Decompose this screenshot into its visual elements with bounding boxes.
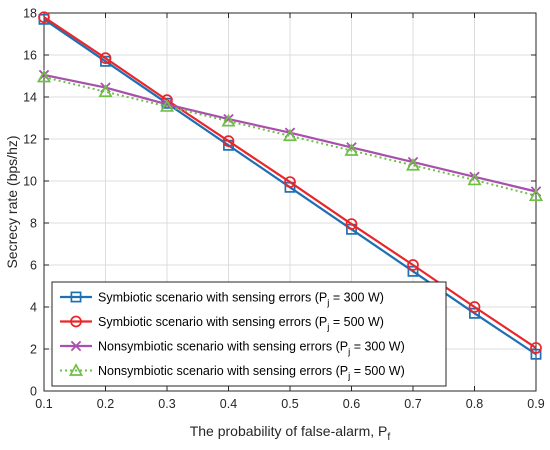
x-tick-label: 0.2 [97, 397, 114, 411]
series-2-marker [38, 11, 50, 24]
legend-marker [70, 291, 82, 303]
series-layer [36, 11, 544, 360]
series-2-marker [530, 342, 542, 354]
series-2-marker [99, 52, 112, 65]
legend-entry-2: Symbiotic scenario with sensing errors (… [60, 315, 384, 333]
legend-marker [68, 363, 84, 376]
series-2-line [43, 16, 537, 349]
y-tick-label: 10 [23, 175, 37, 189]
series-2-marker [222, 135, 235, 147]
series-4-marker [344, 143, 359, 156]
x-tick-label: 0.3 [158, 397, 175, 411]
y-axis-label: Secrecy rate (bps/hz) [4, 135, 20, 268]
series-4-marker [405, 157, 421, 171]
series-4-marker [282, 128, 298, 142]
x-axis-label: The probability of false-alarm, Pf [190, 423, 391, 443]
series-4-line [43, 76, 537, 197]
series-4-marker [467, 172, 482, 186]
series-1-marker [530, 348, 542, 360]
series-1-marker [469, 307, 480, 319]
axes [43, 12, 537, 392]
x-tick-label: 0.5 [281, 397, 298, 411]
legend-label: Symbiotic scenario with sensing errors (… [98, 315, 384, 333]
legend-entry-1: Symbiotic scenario with sensing errors (… [60, 291, 384, 309]
x-tick-label: 0.9 [527, 397, 544, 411]
legend-label: Nonsymbiotic scenario with sensing error… [98, 340, 405, 358]
x-tick-label: 0.8 [466, 397, 483, 411]
legend-box [51, 281, 447, 387]
series-4-marker [221, 113, 236, 127]
series-4 [36, 69, 544, 202]
series-2-marker [407, 259, 419, 271]
series-2-marker [284, 176, 296, 188]
series-4-marker [528, 188, 544, 202]
x-tick-label: 0.4 [220, 397, 237, 411]
legend-entry-4: Nonsymbiotic scenario with sensing error… [60, 363, 405, 382]
y-tick-label: 16 [23, 49, 37, 63]
x-tick-label: 0.7 [404, 397, 421, 411]
series-2-marker [468, 301, 481, 313]
series-4-marker [159, 99, 175, 112]
y-tick-label: 18 [23, 7, 37, 21]
y-tick-label: 0 [30, 385, 37, 399]
x-axis-label-main: The probability of false-alarm, P [190, 423, 388, 439]
legend: Symbiotic scenario with sensing errors (… [51, 281, 447, 387]
series-2-marker [345, 218, 358, 230]
series-4-marker [98, 84, 113, 98]
x-tick-label: 0.1 [35, 397, 52, 411]
legend-marker [70, 315, 82, 328]
legend-marker [70, 340, 82, 352]
y-tick-label: 8 [30, 217, 37, 231]
legend-label: Symbiotic scenario with sensing errors (… [98, 291, 384, 309]
legend-entry-3: Nonsymbiotic scenario with sensing error… [60, 340, 405, 358]
y-tick-label: 4 [30, 301, 37, 315]
x-tick-label: 0.6 [343, 397, 360, 411]
legend-label: Nonsymbiotic scenario with sensing error… [98, 364, 405, 382]
y-tick-label: 14 [23, 91, 37, 105]
y-tick-label: 12 [23, 133, 37, 147]
tick-labels: 0.1 0.2 0.3 0.4 0.5 0.6 0.7 0.8 0.9 0 2 4 6 8 10 12 14 16… [23, 7, 545, 412]
y-tick-label: 6 [30, 259, 37, 273]
series-4-marker [36, 69, 52, 83]
x-axis-label-sub: f [387, 431, 390, 443]
y-tick-label: 2 [30, 343, 37, 357]
series-1-marker [407, 265, 419, 277]
